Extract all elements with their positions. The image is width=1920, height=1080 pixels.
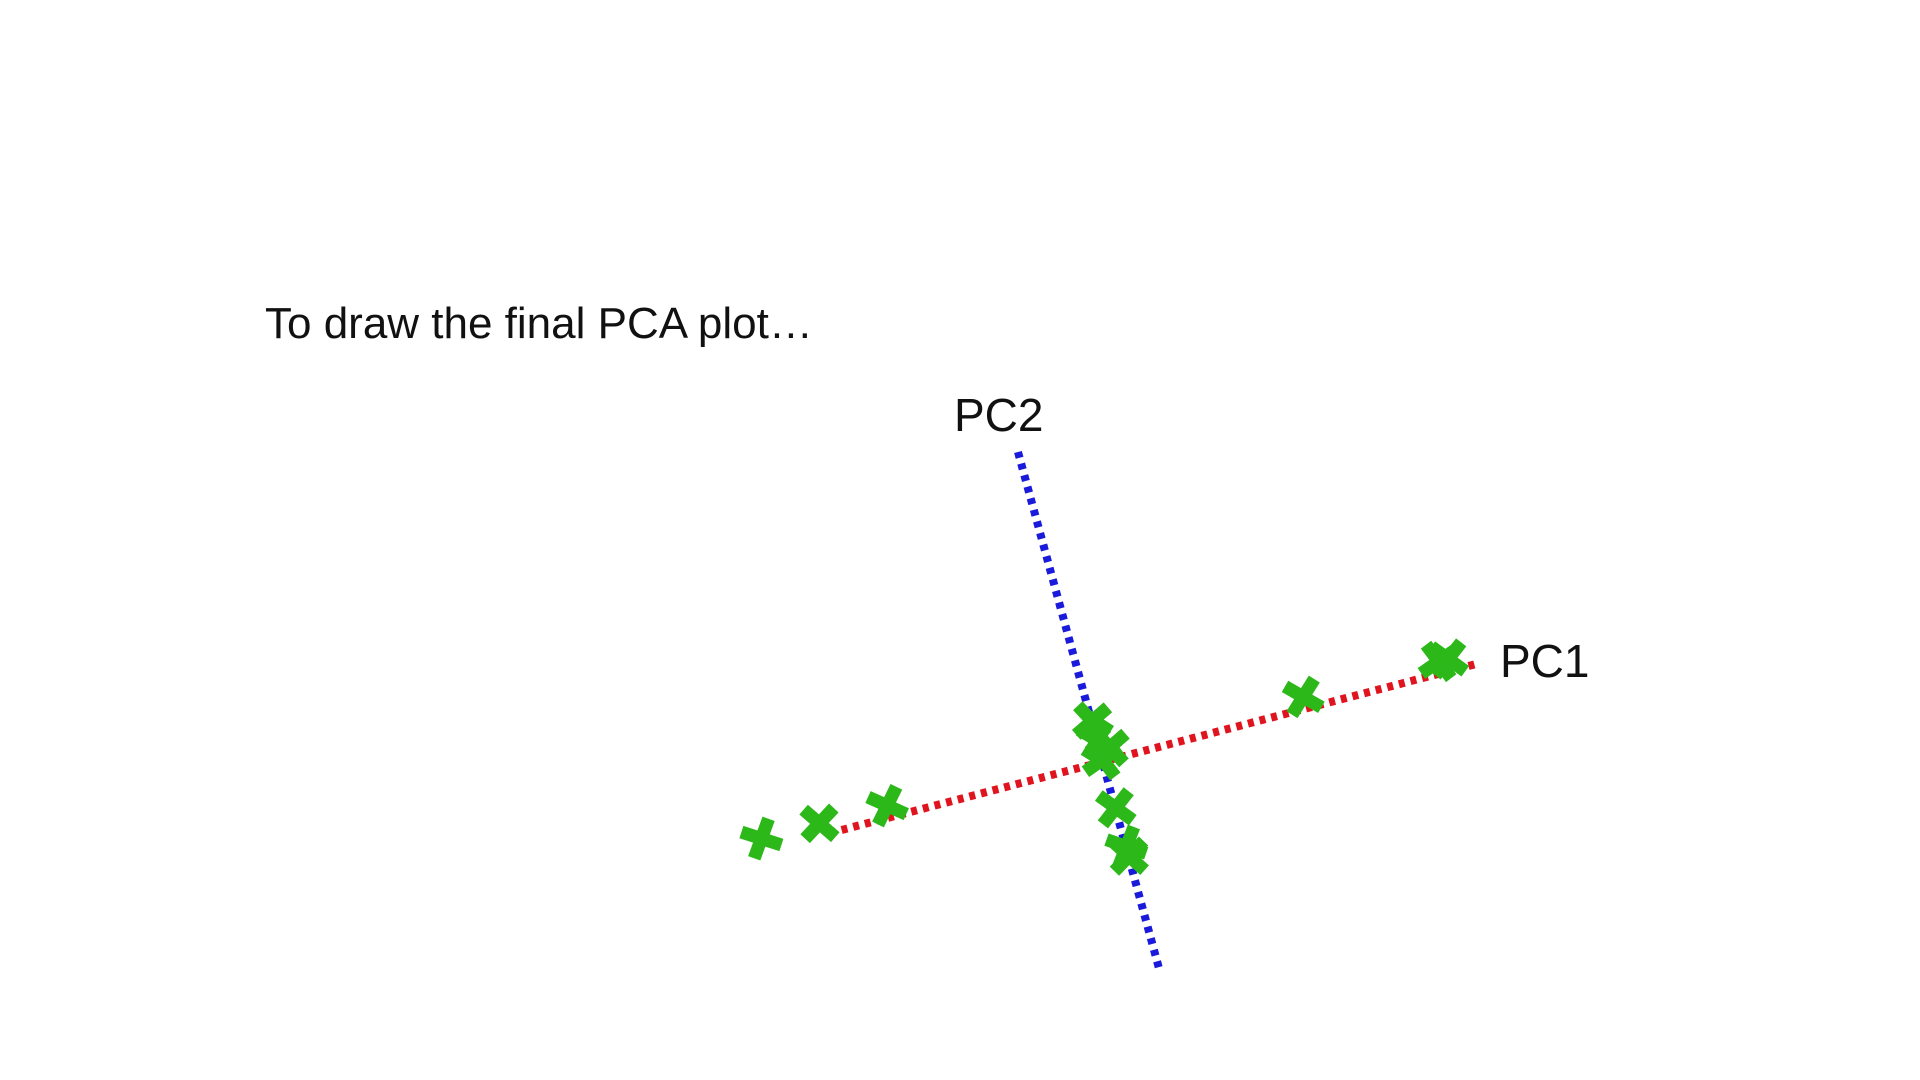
pc1-projection-marker xyxy=(1427,638,1470,680)
pc1-projection-marker xyxy=(865,783,909,828)
pc2-projection-marker xyxy=(1081,738,1124,781)
pc2-axis-label: PC2 xyxy=(954,389,1044,441)
pc2-projection-marker xyxy=(1109,836,1149,876)
data-markers xyxy=(739,638,1470,876)
pc1-projection-marker xyxy=(739,816,784,861)
slide-heading: To draw the final PCA plot… xyxy=(265,299,813,348)
pc1-projection-marker xyxy=(799,803,840,844)
pc1-axis-line xyxy=(828,659,1482,837)
pc1-axis-label: PC1 xyxy=(1500,635,1590,687)
pc1-projection-marker xyxy=(1281,675,1325,719)
pc2-projection-marker xyxy=(1094,787,1137,829)
